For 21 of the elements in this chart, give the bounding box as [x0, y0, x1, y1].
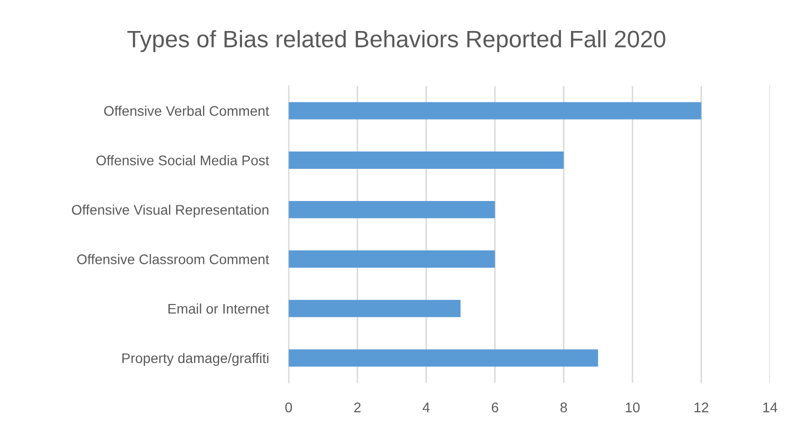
x-tick-label: 6 [492, 402, 498, 412]
x-tick-label: 14 [763, 402, 778, 412]
chart-title: Types of Bias related Behaviors Reported Fall 2020 [127, 30, 666, 52]
y-tick-label: Email or Internet [168, 303, 270, 314]
bar [288, 200, 495, 218]
bar [288, 300, 461, 318]
x-tick-label: 8 [560, 402, 567, 412]
bar [288, 250, 495, 268]
y-tick-label: Offensive Classroom Comment [77, 254, 270, 264]
x-tick-label: 0 [285, 402, 292, 412]
bar [288, 152, 564, 169]
x-tick-label: 4 [422, 402, 430, 412]
y-tick-label: Property damage/graffiti [122, 352, 268, 366]
x-tick-label: 10 [626, 402, 640, 412]
y-tick-label: Offensive Verbal Comment [104, 106, 270, 116]
y-tick-label: Offensive Visual Representation [72, 204, 268, 218]
y-tick-label: Offensive Social Media Post [96, 155, 270, 166]
bar [288, 349, 598, 367]
x-tick-label: 2 [354, 402, 361, 412]
bar [288, 102, 702, 120]
x-tick-label: 12 [694, 402, 708, 412]
